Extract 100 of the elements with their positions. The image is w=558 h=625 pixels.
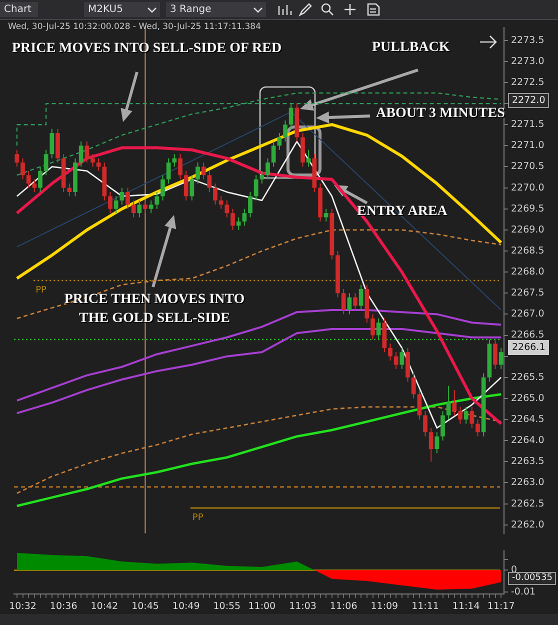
y-tick-label: 2273.5 bbox=[511, 34, 544, 46]
y-tick-label: 2268.5 bbox=[511, 245, 544, 256]
candlestick bbox=[184, 170, 188, 201]
annotation: ABOUT 3 MINUTES bbox=[376, 105, 505, 123]
candlestick bbox=[218, 196, 224, 210]
text: M2KU5 bbox=[84, 2, 160, 17]
candlestick bbox=[166, 158, 171, 184]
candlestick bbox=[493, 338, 498, 370]
candlestick bbox=[137, 200, 142, 218]
candlestick bbox=[38, 166, 42, 193]
candlestick bbox=[470, 406, 474, 428]
y-tick-label: 2271.0 bbox=[511, 140, 544, 152]
line-series bbox=[16, 406, 502, 494]
candlestick bbox=[114, 196, 118, 214]
candlestick bbox=[271, 140, 276, 168]
x-tick-label: 11:14 bbox=[452, 601, 480, 612]
candlestick bbox=[213, 183, 218, 206]
x-tick-label: 11:11 bbox=[412, 601, 439, 612]
text: 2272.0 bbox=[508, 93, 550, 108]
x-tick-label: 10:42 bbox=[90, 601, 118, 612]
candlestick bbox=[126, 187, 130, 210]
candlestick bbox=[394, 352, 398, 370]
candlestick bbox=[148, 200, 154, 214]
text: Chart bbox=[0, 2, 38, 17]
x-tick-label: 10:55 bbox=[213, 601, 241, 612]
candlestick bbox=[84, 140, 90, 164]
candlestick bbox=[20, 158, 25, 180]
candlestick bbox=[196, 162, 200, 184]
y-tick-label: 2263.5 bbox=[511, 456, 544, 468]
candlestick bbox=[131, 200, 136, 218]
candlestick bbox=[434, 432, 440, 454]
candlestick bbox=[388, 343, 392, 362]
x-tick-label: 11:03 bbox=[289, 601, 316, 612]
y-tick-label: -0.01 bbox=[511, 586, 536, 598]
candlestick bbox=[376, 318, 381, 340]
y-tick-label: 2268.0 bbox=[511, 266, 544, 278]
y-tick-label: 2262.5 bbox=[511, 498, 544, 510]
candlestick bbox=[14, 149, 20, 168]
candlestick bbox=[236, 216, 241, 230]
candlestick bbox=[90, 154, 95, 168]
candlestick bbox=[108, 192, 112, 214]
ref-line-label: PP bbox=[192, 513, 204, 524]
candlestick bbox=[154, 192, 160, 210]
candlestick bbox=[32, 178, 37, 193]
candlestick bbox=[341, 288, 346, 315]
y-tick-label: 2267.0 bbox=[511, 308, 544, 320]
candlestick bbox=[201, 162, 206, 180]
x-tick-label: 10:45 bbox=[132, 601, 159, 612]
text: 3 Range bbox=[166, 2, 266, 17]
candlestick bbox=[288, 103, 294, 130]
candlestick bbox=[143, 200, 148, 214]
y-tick-label: 2265.5 bbox=[511, 372, 544, 383]
candlestick bbox=[446, 385, 451, 420]
ref-line-label: PP bbox=[36, 286, 48, 296]
y-tick-label: 2270.5 bbox=[511, 161, 544, 172]
y-tick-label: 2270.0 bbox=[511, 182, 544, 194]
y-tick-label: 2264.5 bbox=[511, 414, 544, 426]
x-tick-label: 11:00 bbox=[248, 601, 276, 612]
candlestick bbox=[120, 187, 124, 206]
candlestick bbox=[207, 170, 212, 193]
candlestick bbox=[440, 410, 445, 442]
y-tick-label: 2271.5 bbox=[511, 119, 544, 130]
candlestick bbox=[283, 120, 288, 142]
candlestick bbox=[254, 174, 258, 201]
candlestick bbox=[423, 410, 428, 437]
candlestick bbox=[411, 372, 416, 399]
x-tick-label: 10:49 bbox=[172, 601, 200, 612]
annotation: PULLBACK bbox=[372, 39, 450, 57]
candlestick bbox=[353, 292, 358, 310]
candlestick bbox=[452, 390, 457, 416]
candlestick bbox=[230, 208, 235, 230]
candlestick bbox=[224, 200, 230, 218]
candlestick bbox=[277, 132, 282, 150]
candlestick bbox=[160, 174, 165, 201]
candlestick bbox=[476, 419, 480, 437]
candlestick bbox=[324, 208, 328, 222]
candlestick bbox=[306, 149, 311, 168]
candlestick bbox=[400, 347, 404, 370]
candlestick bbox=[67, 183, 72, 197]
x-tick-label: 10:36 bbox=[50, 601, 78, 612]
candlestick bbox=[44, 149, 48, 176]
candlestick bbox=[358, 284, 364, 310]
candlestick bbox=[248, 192, 252, 218]
x-tick-label: 11:06 bbox=[330, 601, 358, 612]
candlestick bbox=[96, 158, 101, 172]
candlestick bbox=[242, 208, 247, 226]
candlestick bbox=[347, 292, 352, 315]
candlestick bbox=[266, 158, 270, 180]
x-tick-label: 11:09 bbox=[370, 601, 398, 612]
x-tick-label: 11:17 bbox=[487, 601, 515, 612]
candlestick bbox=[26, 170, 31, 188]
text: -0.00535 bbox=[508, 572, 556, 585]
candlestick bbox=[498, 347, 504, 370]
candlestick bbox=[78, 140, 84, 168]
text: 2266.1 bbox=[508, 340, 550, 355]
x-tick-label: 10:32 bbox=[9, 601, 36, 612]
candlestick bbox=[50, 128, 54, 159]
y-tick-label: 2263.0 bbox=[511, 477, 544, 488]
y-tick-label: 2269.5 bbox=[511, 203, 544, 214]
candlestick bbox=[417, 390, 422, 420]
